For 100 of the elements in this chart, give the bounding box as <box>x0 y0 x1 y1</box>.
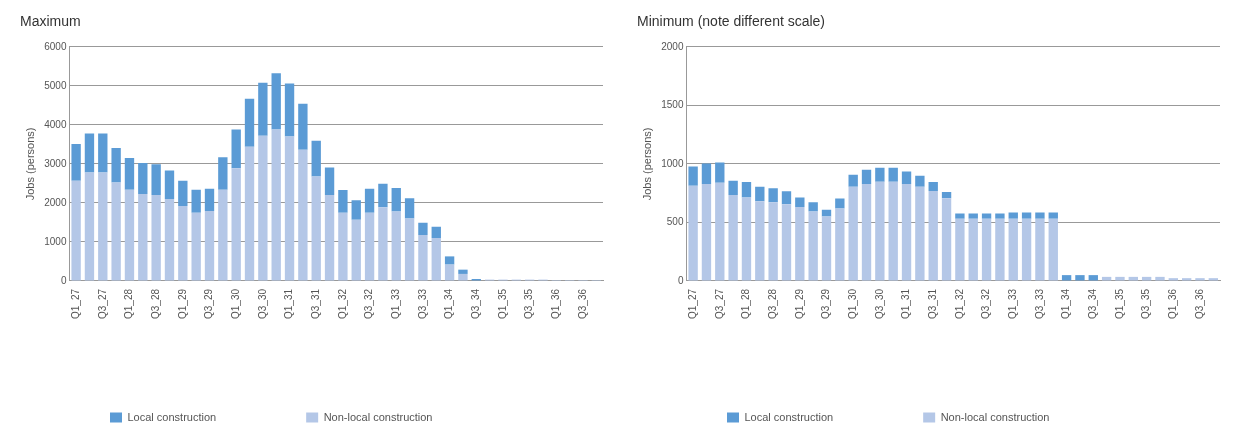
y-axis-title: Jobs (persons) <box>23 127 36 201</box>
bar <box>258 135 268 281</box>
x-tick-label: Q3_32 <box>363 288 375 320</box>
x-tick-label: Q3_34 <box>470 288 482 320</box>
bar <box>364 188 375 213</box>
bar <box>298 103 308 150</box>
x-tick-label: Q1_35 <box>496 288 508 320</box>
bar <box>848 174 858 187</box>
bar <box>848 186 858 281</box>
y-tick-label: 500 <box>666 216 684 228</box>
bar <box>888 181 898 281</box>
bar <box>98 133 108 173</box>
bar <box>324 167 335 196</box>
bar <box>1021 218 1032 281</box>
bar <box>404 198 415 219</box>
bar <box>204 211 215 281</box>
bar <box>781 204 792 281</box>
bar <box>768 188 778 203</box>
bar <box>875 167 885 182</box>
x-tick-label: Q1_32 <box>953 288 965 320</box>
x-tick-label: Q1_29 <box>793 288 805 320</box>
x-tick-label: Q1_30 <box>846 288 858 320</box>
x-tick-label: Q3_30 <box>256 288 268 320</box>
bar <box>915 175 925 187</box>
bar <box>1061 275 1072 281</box>
bar <box>151 195 161 281</box>
bar <box>284 83 295 137</box>
x-tick-label: Q1_29 <box>176 288 188 320</box>
bar <box>271 129 281 281</box>
bar <box>191 189 201 213</box>
x-tick-label: Q1_27 <box>686 288 698 320</box>
bar <box>311 176 321 281</box>
bar <box>71 143 81 181</box>
x-tick-label: Q3_29 <box>203 288 215 320</box>
bar <box>715 162 725 183</box>
bar <box>928 182 938 191</box>
bar <box>338 190 348 213</box>
x-tick-label: Q3_28 <box>149 288 161 320</box>
bar <box>138 163 148 194</box>
y-tick-label: 1500 <box>661 99 684 111</box>
x-tick-label: Q3_36 <box>576 288 588 320</box>
x-tick-label: Q3_35 <box>1140 288 1152 320</box>
y-tick-label: 1000 <box>661 157 684 169</box>
bar <box>418 234 428 281</box>
x-tick-label: Q1_28 <box>740 288 752 320</box>
x-tick-label: Q1_31 <box>283 288 295 320</box>
bar <box>821 209 832 217</box>
bar <box>915 186 925 281</box>
x-tick-label: Q1_33 <box>1007 288 1018 320</box>
x-tick-label: Q1_35 <box>1113 288 1125 320</box>
x-tick-label: Q3_27 <box>713 288 725 320</box>
bar <box>231 168 241 281</box>
y-tick-label: 5000 <box>44 79 67 91</box>
bar <box>941 198 952 281</box>
bar <box>728 180 738 196</box>
bar <box>204 188 215 212</box>
chart-title: Maximum <box>20 13 81 30</box>
bar <box>1048 212 1058 219</box>
bar <box>1035 212 1045 219</box>
x-tick-label: Q3_29 <box>820 288 832 320</box>
bar <box>808 211 818 281</box>
bar <box>808 202 818 212</box>
bar <box>458 273 468 281</box>
x-tick-label: Q1_31 <box>900 288 912 320</box>
x-tick-label: Q1_30 <box>229 288 241 320</box>
bar <box>928 190 938 281</box>
bar <box>458 269 468 274</box>
bar <box>111 182 121 281</box>
bar <box>1021 212 1032 219</box>
bar <box>728 195 738 281</box>
bar <box>755 201 765 281</box>
bar <box>124 189 135 281</box>
x-tick-label: Q1_34 <box>1060 288 1072 320</box>
bar <box>821 216 832 281</box>
x-tick-label: Q3_34 <box>1087 288 1099 320</box>
bar <box>701 163 712 185</box>
bar <box>244 98 255 147</box>
bar <box>1088 275 1098 281</box>
bar <box>688 185 698 281</box>
bar <box>98 172 108 281</box>
bar <box>231 129 241 169</box>
bar <box>391 211 401 281</box>
x-tick-label: Q1_27 <box>69 288 81 320</box>
bar <box>311 140 321 177</box>
bar <box>901 171 912 185</box>
bar <box>835 208 845 281</box>
chart-title: Minimum (note different scale) <box>637 13 826 30</box>
bar <box>351 200 361 220</box>
y-axis-title: Jobs (persons) <box>640 127 653 201</box>
x-tick-label: Q1_28 <box>123 288 135 320</box>
bar <box>444 264 455 281</box>
bar <box>164 199 175 281</box>
legend-label: Non-local construction <box>940 410 1050 423</box>
bar <box>258 82 268 136</box>
bar <box>955 218 965 281</box>
x-tick-label: Q3_36 <box>1193 288 1205 320</box>
bar <box>1048 218 1058 281</box>
legend-label: Non-local construction <box>323 410 433 423</box>
bar <box>431 226 441 239</box>
bar <box>324 195 335 281</box>
